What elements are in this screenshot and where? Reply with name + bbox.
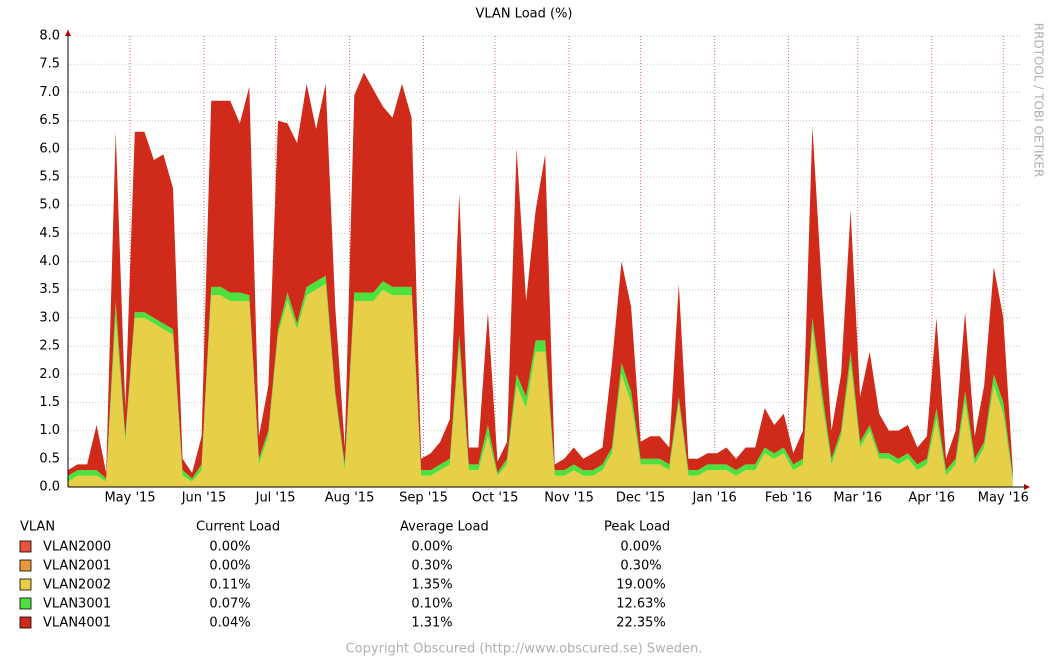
x-tick-label: May '15 [104,491,155,506]
x-tick-label: May '16 [978,491,1029,506]
side-label: RRDTOOL / TOBI OETIKER [1032,23,1046,178]
y-tick-label: 6.5 [39,113,60,128]
legend-swatch [19,616,32,629]
legend-header: VLAN [20,520,55,535]
y-tick-label: 3.0 [39,310,60,325]
y-tick-label: 7.0 [39,85,60,100]
legend-swatch [19,578,32,591]
legend-name: VLAN4001 [43,616,111,631]
y-tick-label: 1.5 [39,395,60,410]
legend-value: 0.04% [209,616,250,631]
plot [68,35,1020,488]
area [68,72,1013,479]
legend-value: 0.30% [620,559,661,574]
y-tick-label: 4.5 [39,226,60,241]
legend-value: 0.10% [411,597,452,612]
x-tick-label: Aug '15 [325,491,375,506]
legend-header: Peak Load [604,520,670,535]
x-tick-label: Jun '15 [181,491,227,506]
legend-value: 12.63% [616,597,666,612]
legend-value: 0.07% [209,597,250,612]
x-tick-label: Apr '16 [908,491,955,506]
y-tick-label: 8.0 [39,29,60,44]
legend-value: 22.35% [616,616,666,631]
footer: Copyright Obscured (http://www.obscured.… [346,642,703,657]
y-tick-label: 7.5 [39,57,60,72]
legend-header: Average Load [400,520,489,535]
legend-name: VLAN2000 [43,540,111,555]
legend-value: 1.31% [411,616,452,631]
y-tick-label: 6.0 [39,141,60,156]
legend-swatch [19,597,32,610]
y-tick-label: 5.5 [39,169,60,184]
y-tick-label: 4.0 [39,254,60,269]
x-tick-label: Dec '15 [616,491,665,506]
legend-value: 0.00% [209,540,250,555]
chart-title: VLAN Load (%) [476,7,573,22]
legend-value: 0.00% [209,559,250,574]
area [68,284,1013,487]
x-tick-label: Nov '15 [544,491,594,506]
legend-header: Current Load [196,520,280,535]
y-tick-label: 2.0 [39,367,60,382]
x-tick-label: Feb '16 [765,491,812,506]
legend-value: 0.00% [411,540,452,555]
legend-name: VLAN2002 [43,578,111,593]
y-tick-label: 5.0 [39,198,60,213]
legend-name: VLAN2001 [43,559,111,574]
legend-value: 1.35% [411,578,452,593]
x-tick-label: Mar '16 [833,491,882,506]
x-arrow [1024,484,1030,490]
y-tick-label: 3.5 [39,282,60,297]
legend-value: 19.00% [616,578,666,593]
y-tick-label: 0.0 [39,480,60,495]
x-tick-label: Jan '16 [691,491,736,506]
y-arrow [65,30,71,36]
legend-value: 0.00% [620,540,661,555]
x-tick-label: Oct '15 [472,491,519,506]
y-tick-label: 0.5 [39,451,60,466]
x-tick-label: Sep '15 [399,491,448,506]
legend-value: 0.11% [209,578,250,593]
y-tick-label: 1.0 [39,423,60,438]
legend-swatch [19,559,32,572]
x-tick-label: Jul '15 [255,491,296,506]
y-tick-label: 2.5 [39,339,60,354]
legend-swatch [19,540,32,553]
legend-name: VLAN3001 [43,597,111,612]
legend-value: 0.30% [411,559,452,574]
